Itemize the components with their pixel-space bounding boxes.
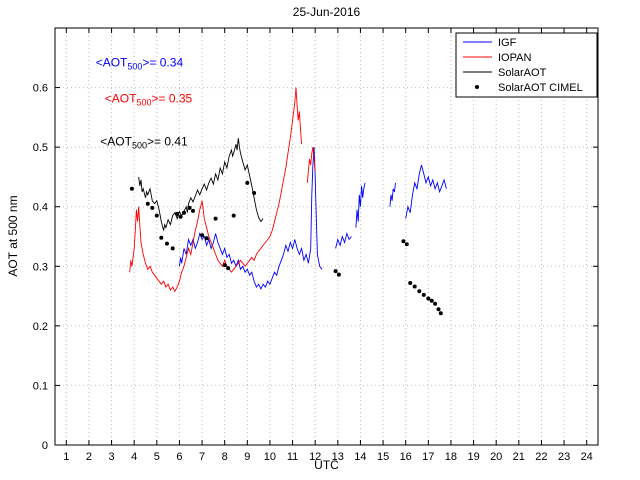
y-tick-label: 0.5 bbox=[33, 142, 48, 154]
x-tick-label: 6 bbox=[176, 451, 182, 463]
legend-label: SolarAOT CIMEL bbox=[498, 82, 583, 94]
y-tick-label: 0 bbox=[42, 440, 48, 452]
y-tick-label: 0.6 bbox=[33, 83, 48, 95]
x-tick-label: 5 bbox=[154, 451, 160, 463]
x-tick-label: 9 bbox=[244, 451, 250, 463]
y-tick-label: 0.3 bbox=[33, 261, 48, 273]
x-tick-label: 19 bbox=[467, 451, 479, 463]
y-tick-label: 0.2 bbox=[33, 321, 48, 333]
mean-aot-annotation: <AOT500>= 0.35 bbox=[105, 92, 193, 108]
x-tick-label: 3 bbox=[109, 451, 115, 463]
series-solaraot-cimel bbox=[129, 180, 443, 316]
x-tick-label: 4 bbox=[131, 451, 137, 463]
y-tick-label: 0.4 bbox=[33, 202, 48, 214]
series-igf bbox=[178, 147, 447, 290]
x-axis-label: UTC bbox=[314, 458, 339, 472]
chart-title: 25-Jun-2016 bbox=[292, 5, 361, 19]
x-tick-label: 1 bbox=[63, 451, 69, 463]
x-tick-label: 23 bbox=[558, 451, 570, 463]
tick-labels: 1 2 3 4 5 6 7 8 9 10 11 12 13 14 15 16 17 18 19 20 21 22 23 240… bbox=[33, 83, 593, 463]
x-tick-label: 13 bbox=[332, 451, 344, 463]
series-solaraot bbox=[138, 138, 264, 231]
x-tick-label: 8 bbox=[222, 451, 228, 463]
x-tick-label: 7 bbox=[199, 451, 205, 463]
axes-box bbox=[54, 27, 599, 446]
mean-aot-annotation: <AOT500>= 0.34 bbox=[96, 56, 184, 72]
legend-label: SolarAOT bbox=[498, 67, 547, 79]
legend-label: IOPAN bbox=[498, 52, 531, 64]
legend-box bbox=[455, 32, 598, 98]
series-iopan bbox=[129, 87, 316, 293]
legend: IGF IOPAN SolarAOT SolarAOT CIMEL bbox=[455, 32, 598, 98]
x-tick-label: 17 bbox=[422, 451, 434, 463]
x-tick-label: 11 bbox=[287, 451, 298, 463]
x-tick-label: 22 bbox=[535, 451, 547, 463]
x-tick-label: 10 bbox=[264, 451, 276, 463]
x-tick-label: 15 bbox=[377, 451, 389, 463]
x-tick-label: 16 bbox=[400, 451, 412, 463]
x-tick-label: 2 bbox=[86, 451, 92, 463]
mean-aot-annotation: <AOT500>= 0.41 bbox=[100, 134, 188, 150]
legend-label: IGF bbox=[498, 37, 517, 49]
x-tick-label: 20 bbox=[490, 451, 502, 463]
x-tick-label: 18 bbox=[445, 451, 457, 463]
y-tick-label: 0.1 bbox=[33, 380, 48, 392]
x-tick-label: 14 bbox=[354, 451, 366, 463]
x-tick-label: 24 bbox=[581, 451, 593, 463]
x-tick-label: 12 bbox=[309, 451, 321, 463]
legend-marker-sample bbox=[475, 85, 479, 89]
x-tick-label: 21 bbox=[513, 451, 525, 463]
